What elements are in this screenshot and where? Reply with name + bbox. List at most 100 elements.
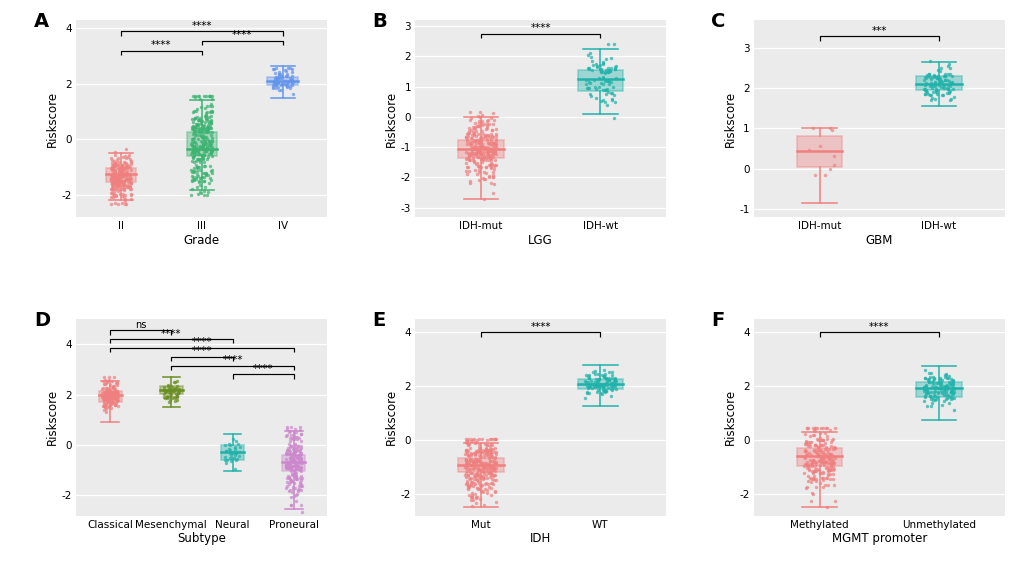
Point <box>197 183 213 192</box>
Point <box>286 484 303 493</box>
Point <box>94 401 110 410</box>
Point <box>463 437 479 446</box>
Point <box>814 441 830 450</box>
Point <box>197 161 213 170</box>
Point <box>197 138 213 147</box>
Text: ****: **** <box>253 364 273 374</box>
Point <box>471 163 487 172</box>
Point <box>483 150 499 160</box>
Point <box>193 132 209 141</box>
Point <box>824 464 841 473</box>
Point <box>104 178 120 187</box>
Point <box>113 176 129 185</box>
Point <box>105 160 121 169</box>
Point <box>805 426 821 435</box>
Point <box>202 107 218 116</box>
Point <box>917 86 933 95</box>
Point <box>468 498 484 507</box>
Point <box>280 448 297 457</box>
Point <box>201 119 217 128</box>
Point <box>589 62 605 71</box>
Point <box>798 437 814 446</box>
Point <box>925 94 942 103</box>
Point <box>281 464 298 473</box>
Point <box>487 467 503 476</box>
Point <box>938 70 955 79</box>
Point <box>201 179 217 188</box>
Point <box>204 134 220 143</box>
Text: D: D <box>34 311 50 330</box>
Point <box>938 80 955 89</box>
Point <box>104 165 120 174</box>
Point <box>818 423 835 433</box>
Point <box>277 81 293 90</box>
Point <box>476 461 492 470</box>
Point <box>462 467 478 476</box>
Point <box>280 473 297 483</box>
Point <box>190 115 206 124</box>
X-axis label: IDH: IDH <box>530 532 550 545</box>
Point <box>481 463 497 472</box>
Point <box>183 166 200 175</box>
Point <box>277 454 293 463</box>
Point <box>928 73 945 82</box>
Point <box>291 423 308 432</box>
Point <box>466 454 482 464</box>
Point <box>199 127 215 137</box>
Point <box>945 92 961 101</box>
Point <box>474 472 490 481</box>
Point <box>481 457 497 466</box>
Point <box>465 128 481 138</box>
Point <box>105 381 121 391</box>
Point <box>806 423 822 433</box>
Point <box>186 93 203 102</box>
Point <box>591 60 607 69</box>
Point <box>475 473 491 482</box>
Point <box>158 386 174 395</box>
Point <box>278 484 294 493</box>
Point <box>922 388 938 397</box>
Point <box>155 385 171 395</box>
Point <box>465 482 481 491</box>
Point <box>98 378 114 387</box>
Point <box>944 84 960 93</box>
Point <box>934 81 951 90</box>
Point <box>106 387 122 396</box>
Point <box>483 479 499 488</box>
Point <box>281 479 298 488</box>
Point <box>184 118 201 127</box>
Point <box>592 67 608 76</box>
Point <box>480 479 496 488</box>
Point <box>464 492 480 501</box>
Point <box>479 486 495 495</box>
Point <box>117 168 133 177</box>
Point <box>279 425 296 434</box>
Point <box>916 73 932 82</box>
Point <box>191 155 207 164</box>
Point <box>280 458 297 468</box>
Point <box>122 185 139 194</box>
Point <box>467 438 483 448</box>
Point <box>923 88 940 97</box>
Point <box>467 448 483 457</box>
Point <box>105 192 121 201</box>
Point <box>106 389 122 398</box>
Point <box>279 463 296 472</box>
Point <box>460 483 476 492</box>
Point <box>113 177 129 186</box>
Point <box>289 453 306 463</box>
Bar <box>458 457 503 472</box>
Point <box>937 84 954 93</box>
Point <box>485 472 501 481</box>
Point <box>116 176 132 185</box>
Point <box>486 161 502 170</box>
Point <box>821 469 838 478</box>
Point <box>281 464 298 473</box>
Point <box>817 463 834 472</box>
Point <box>481 160 497 169</box>
Point <box>927 74 944 83</box>
Point <box>819 465 836 475</box>
Point <box>201 122 217 131</box>
Point <box>825 480 842 490</box>
Point <box>921 82 937 91</box>
